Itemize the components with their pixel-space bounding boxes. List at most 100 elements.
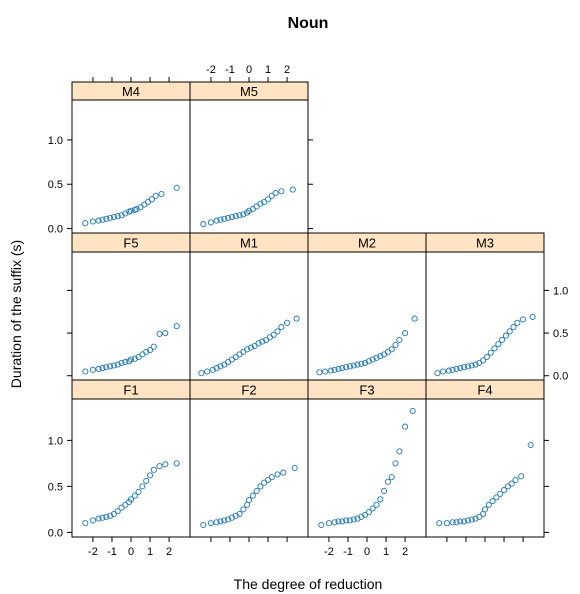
- x-tick-label: 1: [147, 546, 153, 558]
- data-point: [510, 324, 517, 331]
- data-point: [259, 338, 266, 345]
- data-point: [461, 364, 468, 371]
- data-point: [95, 217, 102, 224]
- data-point: [527, 441, 534, 449]
- data-point: [472, 361, 479, 368]
- data-point: [213, 217, 220, 224]
- data-point: [148, 196, 155, 203]
- data-point: [381, 487, 388, 495]
- data-point: [388, 346, 395, 353]
- data-point: [392, 341, 399, 349]
- data-point: [103, 364, 110, 371]
- data-point: [204, 368, 211, 375]
- data-point: [131, 355, 138, 362]
- strip-label: M1: [240, 236, 258, 251]
- data-point: [217, 216, 224, 223]
- data-point: [274, 328, 281, 335]
- x-tick-label: -1: [343, 546, 353, 558]
- data-point: [158, 190, 165, 198]
- data-point: [369, 356, 376, 363]
- data-point: [209, 366, 216, 373]
- y-tick-label: 0.5: [48, 481, 63, 493]
- panel-f2: F2: [189, 379, 309, 538]
- data-point: [228, 356, 235, 363]
- data-point: [472, 515, 479, 522]
- data-point: [350, 516, 357, 523]
- strip-label: F2: [241, 383, 256, 398]
- data-point: [354, 515, 361, 522]
- data-point: [89, 517, 96, 524]
- data-point: [213, 519, 220, 526]
- x-tick-label: 0: [246, 64, 252, 76]
- data-point: [232, 213, 239, 220]
- data-point: [162, 461, 169, 468]
- strip-label: F3: [359, 383, 374, 398]
- strip-label: M5: [240, 84, 258, 99]
- x-tick-label: 0: [128, 546, 134, 558]
- data-point: [392, 460, 399, 467]
- x-tick-label: 2: [166, 546, 172, 558]
- data-point: [133, 206, 140, 213]
- panel-m5: M5: [189, 81, 309, 234]
- data-point: [173, 323, 180, 330]
- data-point: [249, 492, 256, 499]
- panel-border: [189, 251, 309, 381]
- panel-m4: M4: [71, 81, 191, 234]
- data-point: [369, 505, 376, 512]
- data-point: [500, 487, 508, 494]
- data-point: [257, 483, 264, 490]
- data-point: [346, 517, 353, 524]
- data-point: [103, 513, 110, 520]
- data-point: [485, 501, 492, 508]
- data-point: [240, 506, 247, 513]
- data-point: [461, 518, 468, 525]
- data-point: [95, 365, 102, 372]
- data-point: [244, 346, 251, 353]
- data-point: [162, 330, 169, 337]
- data-point: [99, 514, 106, 521]
- data-point: [232, 353, 239, 361]
- panel-border: [189, 398, 309, 538]
- data-point: [335, 365, 342, 372]
- data-point: [213, 365, 220, 372]
- data-point: [146, 347, 154, 354]
- data-point: [358, 513, 365, 520]
- data-point: [107, 512, 114, 519]
- data-point: [331, 519, 338, 526]
- data-point: [497, 490, 504, 497]
- data-point: [358, 360, 365, 367]
- y-axis-title: Duration of the suffix (s): [8, 240, 24, 388]
- panel-m2: M2: [307, 232, 427, 381]
- panel-f4: F4: [425, 379, 545, 538]
- x-tick-label: 0: [364, 546, 370, 558]
- data-point: [289, 186, 296, 193]
- data-point: [365, 358, 372, 365]
- data-point: [331, 366, 338, 373]
- panel-f5: F5: [71, 232, 191, 381]
- data-point: [481, 506, 489, 513]
- data-point: [114, 361, 121, 368]
- data-point: [135, 488, 142, 495]
- data-point: [245, 497, 253, 504]
- data-point: [409, 407, 416, 415]
- y-tick-label: 0.0: [553, 371, 568, 383]
- data-point: [207, 520, 214, 527]
- data-point: [440, 368, 447, 375]
- data-point: [388, 474, 395, 481]
- data-point: [236, 510, 243, 518]
- data-point: [225, 516, 232, 523]
- x-tick-label: 1: [265, 64, 271, 76]
- data-point: [464, 517, 471, 524]
- data-point: [110, 362, 117, 369]
- data-point: [316, 369, 323, 376]
- data-point: [82, 368, 89, 375]
- data-point: [110, 213, 117, 221]
- data-point: [82, 220, 89, 227]
- data-point: [529, 313, 536, 320]
- data-point: [143, 348, 150, 355]
- data-point: [236, 351, 243, 358]
- data-point: [453, 365, 460, 372]
- data-point: [82, 520, 89, 527]
